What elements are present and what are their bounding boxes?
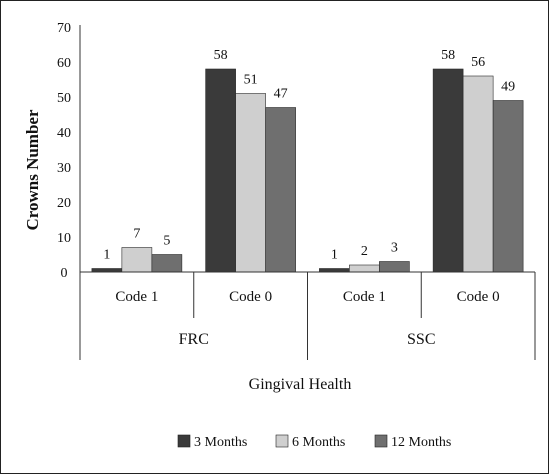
y-tick-label: 10 — [57, 231, 71, 246]
bar-12-months — [379, 261, 410, 273]
value-labels: 1 7 5 58 51 47 1 2 3 58 56 49 — [103, 48, 515, 263]
x-category-label: Code 0 — [457, 289, 500, 305]
value-label: 49 — [501, 80, 515, 95]
bar-12-months — [265, 107, 296, 273]
x-group-label: SSC — [407, 331, 435, 348]
y-tick-label: 50 — [57, 91, 71, 106]
value-label: 2 — [361, 244, 368, 259]
x-axis-categories: Code 1 Code 0 Code 1 Code 0 — [115, 289, 499, 305]
value-label: 47 — [274, 87, 288, 102]
value-label: 58 — [441, 48, 455, 63]
value-label: 3 — [391, 241, 398, 256]
legend-swatch — [374, 434, 388, 448]
bar-6-months — [349, 264, 380, 273]
y-tick-label: 30 — [57, 161, 71, 176]
value-label: 58 — [214, 48, 228, 63]
value-label: 56 — [471, 55, 485, 70]
value-label: 1 — [103, 248, 110, 263]
legend-swatch — [177, 434, 191, 448]
legend-label: 3 Months — [194, 435, 247, 450]
y-tick-label: 20 — [57, 196, 71, 211]
bar-6-months — [121, 247, 153, 273]
legend-label: 6 Months — [292, 435, 345, 450]
value-label: 5 — [163, 234, 170, 249]
y-tick-label: 60 — [57, 56, 71, 71]
x-category-label: Code 0 — [229, 289, 272, 305]
x-axis-title: Gingival Health — [249, 376, 352, 393]
x-category-label: Code 1 — [343, 289, 386, 305]
x-group-label: FRC — [179, 331, 209, 348]
bar-12-months — [151, 254, 183, 273]
axes — [79, 25, 536, 360]
bar-12-months — [492, 100, 524, 273]
bar-3-months — [91, 268, 123, 273]
bar-3-months — [319, 268, 350, 273]
legend: 3 Months 6 Months 12 Months — [177, 434, 451, 450]
y-tick-label: 0 — [61, 266, 68, 281]
value-label: 51 — [244, 73, 258, 88]
bar-3-months — [205, 68, 236, 273]
x-axis-groups: FRC SSC — [179, 331, 436, 348]
y-axis-ticks: 0 10 20 30 40 50 60 70 — [57, 21, 71, 281]
bar-6-months — [462, 75, 494, 273]
x-category-label: Code 1 — [115, 289, 158, 305]
value-label: 7 — [133, 227, 140, 242]
bar-3-months — [432, 68, 464, 273]
value-label: 1 — [331, 248, 338, 263]
legend-label: 12 Months — [391, 435, 451, 450]
y-tick-label: 40 — [57, 126, 71, 141]
bar-6-months — [235, 93, 266, 273]
bar-marks — [91, 68, 524, 273]
y-axis-title: Crowns Number — [23, 109, 42, 231]
legend-swatch — [275, 434, 289, 448]
y-tick-label: 70 — [57, 21, 71, 36]
